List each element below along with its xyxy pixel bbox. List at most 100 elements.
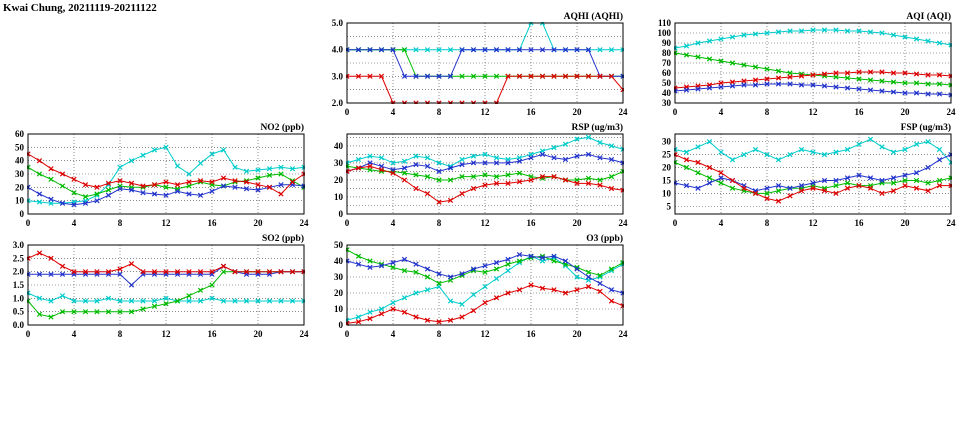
x-tick-label: 12	[809, 218, 819, 228]
x-tick-label: 20	[254, 329, 264, 339]
no2-plot: 0 10 20 30 40 50 60 0 4 8 12 16 20 24 NO2 (ppb)	[15, 122, 309, 228]
x-tick-label: 16	[208, 218, 218, 228]
y-tick-label: 40	[334, 141, 344, 151]
y-tick-label: 90	[662, 38, 672, 48]
chart-aqhi: 2.0 3.0 4.0 5.0 0 4 8 12 16 20 24 AQHI (AQHI)	[319, 9, 633, 123]
y-tick-label: 0.0	[13, 320, 25, 330]
x-tick-label: 20	[573, 218, 583, 228]
y-tick-label: 50	[15, 142, 25, 152]
chart-title: NO2 (ppb)	[260, 122, 304, 133]
y-tick-label: 15	[662, 175, 672, 185]
x-tick-label: 24	[947, 218, 957, 228]
y-tick-label: 10	[15, 196, 25, 206]
y-tick-label: 50	[334, 240, 344, 250]
y-tick-label: 100	[658, 28, 672, 38]
y-tick-label: 1.5	[13, 280, 25, 290]
y-tick-label: 20	[15, 182, 25, 192]
y-tick-label: 3.0	[332, 71, 344, 81]
chart-rsp: 0 10 20 30 40 0 4 8 12 16 20 24 RSP (ug/m3)	[319, 120, 633, 234]
y-tick-label: 40	[15, 156, 25, 166]
o3-series-red-markers	[346, 282, 624, 326]
chart-title: SO2 (ppb)	[262, 233, 304, 244]
y-tick-label: 30	[15, 169, 25, 179]
x-tick-label: 12	[162, 218, 172, 228]
x-tick-label: 4	[391, 107, 396, 117]
x-tick-label: 0	[673, 107, 678, 117]
x-tick-label: 12	[809, 107, 819, 117]
plot-frame	[27, 244, 305, 326]
y-tick-label: 2.0	[13, 267, 25, 277]
y-tick-label: 20	[334, 175, 344, 185]
x-tick-label: 16	[855, 107, 865, 117]
x-tick-label: 12	[481, 218, 491, 228]
y-tick-label: 4.0	[332, 45, 344, 55]
x-tick-label: 12	[162, 329, 172, 339]
y-tick-label: 40	[334, 256, 344, 266]
x-tick-label: 4	[72, 218, 77, 228]
fsp-series-green-markers	[674, 159, 952, 197]
chart-fsp: 5 10 15 20 25 30 0 4 8 12 16 20 24 FSP (ug/m3)	[647, 120, 961, 234]
chart-no2: 0 10 20 30 40 50 60 0 4 8 12 16 20 24 NO2 (ppb)	[0, 120, 314, 234]
rsp-plot: 0 10 20 30 40 0 4 8 12 16 20 24 RSP (ug/m3)	[334, 122, 629, 228]
o3-plot: 0 10 20 30 40 50 0 4 8 12 16 20 24 O3 (ppb)	[334, 233, 629, 339]
y-tick-label: 0	[20, 209, 25, 219]
y-tick-label: 50	[662, 78, 672, 88]
y-tick-label: 2.0	[332, 98, 344, 108]
plot-frame	[346, 133, 624, 215]
so2-plot: 0.0 0.5 1.0 1.5 2.0 2.5 3.0 0 4 8 12 16 20 24 SO2 (ppb…	[13, 233, 309, 339]
y-tick-label: 60	[15, 129, 25, 139]
x-tick-label: 20	[573, 329, 583, 339]
y-tick-label: 3.0	[13, 240, 25, 250]
x-tick-label: 16	[855, 218, 865, 228]
x-tick-label: 24	[619, 329, 629, 339]
x-tick-label: 20	[573, 107, 583, 117]
x-tick-label: 8	[437, 107, 442, 117]
x-tick-label: 8	[765, 218, 770, 228]
y-tick-label: 5	[667, 201, 672, 211]
plot-frame	[674, 133, 952, 215]
y-tick-label: 40	[662, 88, 672, 98]
x-tick-label: 4	[719, 107, 724, 117]
x-tick-label: 24	[947, 107, 957, 117]
x-tick-label: 0	[345, 107, 350, 117]
chart-title: RSP (ug/m3)	[572, 122, 623, 133]
x-tick-label: 8	[765, 107, 770, 117]
fsp-series-cyan-markers	[674, 136, 952, 166]
x-tick-label: 0	[26, 218, 31, 228]
chart-title: O3 (ppb)	[586, 233, 623, 244]
y-tick-label: 1.0	[13, 293, 25, 303]
fsp-plot: 5 10 15 20 25 30 0 4 8 12 16 20 24 FSP (ug/m3)	[662, 122, 957, 228]
y-tick-label: 60	[662, 68, 672, 78]
plot-frame	[346, 244, 624, 326]
y-tick-label: 0.5	[13, 307, 25, 317]
y-tick-label: 80	[662, 48, 672, 58]
y-tick-label: 25	[662, 150, 672, 160]
x-tick-label: 20	[254, 218, 264, 228]
x-tick-label: 12	[481, 329, 491, 339]
y-tick-label: 5.0	[332, 18, 344, 28]
x-tick-label: 0	[673, 218, 678, 228]
so2-series-red-line	[27, 252, 304, 273]
x-tick-label: 4	[391, 329, 396, 339]
x-tick-label: 20	[901, 107, 911, 117]
fsp-series-red-markers	[674, 151, 952, 204]
aqhi-plot: 2.0 3.0 4.0 5.0 0 4 8 12 16 20 24 AQHI (AQHI)	[332, 11, 629, 117]
y-tick-label: 30	[662, 137, 672, 147]
y-tick-label: 30	[334, 272, 344, 282]
y-tick-label: 20	[334, 288, 344, 298]
x-tick-label: 24	[619, 218, 629, 228]
chart-o3: 0 10 20 30 40 50 0 4 8 12 16 20 24 O3 (ppb)	[319, 231, 633, 345]
y-tick-label: 2.5	[13, 253, 25, 263]
y-tick-label: 10	[334, 192, 344, 202]
x-tick-label: 0	[345, 218, 350, 228]
x-tick-label: 0	[26, 329, 31, 339]
x-tick-label: 24	[619, 107, 629, 117]
x-tick-label: 16	[527, 329, 537, 339]
x-tick-label: 8	[437, 218, 442, 228]
plot-frame	[674, 22, 952, 104]
no2-series-cyan-markers	[27, 144, 305, 206]
x-tick-label: 4	[72, 329, 77, 339]
chart-so2: 0.0 0.5 1.0 1.5 2.0 2.5 3.0 0 4 8 12 16 20 24 SO2 (ppb…	[0, 231, 314, 345]
chart-title: AQI (AQI)	[906, 11, 951, 22]
